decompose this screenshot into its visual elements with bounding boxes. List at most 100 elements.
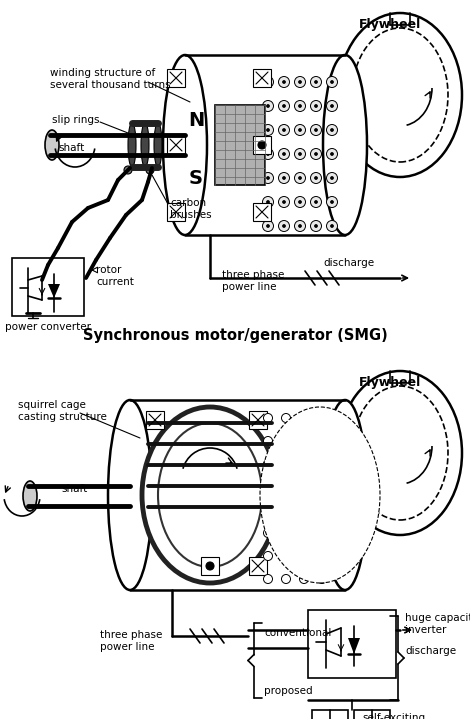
Circle shape (299, 482, 308, 492)
Circle shape (318, 413, 327, 423)
Circle shape (264, 574, 273, 584)
Circle shape (124, 166, 132, 174)
Circle shape (299, 528, 308, 538)
Text: shaft: shaft (59, 143, 85, 153)
Circle shape (311, 76, 321, 88)
Circle shape (264, 528, 273, 538)
Ellipse shape (338, 13, 462, 177)
Text: shaft: shaft (62, 484, 88, 494)
Polygon shape (48, 284, 60, 298)
Circle shape (279, 101, 290, 111)
Ellipse shape (260, 407, 380, 583)
Bar (201, 557, 219, 575)
Circle shape (318, 482, 327, 492)
Circle shape (298, 129, 301, 132)
Text: Flywheel: Flywheel (359, 376, 421, 389)
Text: rotor
current: rotor current (96, 265, 134, 287)
Circle shape (282, 459, 290, 469)
Circle shape (282, 436, 290, 446)
Circle shape (318, 574, 327, 584)
Circle shape (263, 149, 274, 160)
Text: Synchronous motor/generator (SMG): Synchronous motor/generator (SMG) (83, 328, 387, 343)
Circle shape (314, 201, 318, 203)
Circle shape (282, 528, 290, 538)
Circle shape (258, 141, 266, 149)
Circle shape (279, 149, 290, 160)
Text: winding structure of
several thousand turns: winding structure of several thousand tu… (50, 68, 171, 90)
Text: power converter: power converter (5, 322, 91, 332)
Circle shape (318, 505, 327, 515)
Polygon shape (348, 638, 360, 654)
Circle shape (266, 129, 269, 132)
Circle shape (282, 413, 290, 423)
Text: carbon
brushes: carbon brushes (170, 198, 212, 219)
Circle shape (311, 196, 321, 208)
Ellipse shape (142, 407, 278, 583)
Ellipse shape (128, 123, 136, 167)
Circle shape (327, 101, 337, 111)
Text: discharge: discharge (324, 258, 375, 268)
Circle shape (314, 129, 318, 132)
Bar (167, 136, 185, 154)
Circle shape (314, 81, 318, 83)
Circle shape (295, 196, 306, 208)
Bar (215, 105, 265, 185)
Circle shape (314, 224, 318, 227)
Text: N: N (188, 111, 204, 129)
Circle shape (279, 221, 290, 232)
Circle shape (318, 436, 327, 446)
Bar (167, 203, 185, 221)
Circle shape (299, 436, 308, 446)
Circle shape (311, 149, 321, 160)
Ellipse shape (352, 386, 448, 520)
Circle shape (314, 104, 318, 108)
Circle shape (318, 459, 327, 469)
Circle shape (298, 152, 301, 155)
Circle shape (282, 551, 290, 561)
Circle shape (263, 101, 274, 111)
Text: conventional: conventional (264, 628, 331, 638)
Bar (253, 136, 271, 154)
Circle shape (298, 201, 301, 203)
Circle shape (299, 505, 308, 515)
Circle shape (314, 176, 318, 180)
Text: self-exciting
capacitors: self-exciting capacitors (362, 713, 425, 719)
Circle shape (264, 436, 273, 446)
Ellipse shape (323, 55, 367, 235)
Circle shape (327, 196, 337, 208)
Circle shape (266, 81, 269, 83)
Circle shape (266, 104, 269, 108)
Circle shape (266, 152, 269, 155)
Circle shape (266, 224, 269, 227)
Bar (354, 710, 390, 719)
Circle shape (311, 221, 321, 232)
Circle shape (295, 221, 306, 232)
Text: Flywheel: Flywheel (359, 18, 421, 31)
Circle shape (327, 76, 337, 88)
Circle shape (266, 201, 269, 203)
Circle shape (282, 574, 290, 584)
Circle shape (282, 129, 285, 132)
Bar (12, 258, 84, 316)
Circle shape (298, 81, 301, 83)
Circle shape (279, 173, 290, 183)
Circle shape (299, 551, 308, 561)
Text: slip rings: slip rings (52, 115, 100, 125)
Circle shape (327, 149, 337, 160)
Circle shape (327, 124, 337, 135)
Circle shape (282, 482, 290, 492)
Ellipse shape (141, 123, 149, 167)
Ellipse shape (108, 400, 152, 590)
Ellipse shape (338, 371, 462, 535)
Circle shape (279, 76, 290, 88)
Circle shape (146, 166, 154, 174)
Ellipse shape (45, 130, 59, 160)
Circle shape (311, 101, 321, 111)
Circle shape (282, 152, 285, 155)
Circle shape (282, 176, 285, 180)
Text: huge capacity
inverter: huge capacity inverter (405, 613, 470, 635)
Circle shape (279, 196, 290, 208)
Circle shape (299, 574, 308, 584)
Bar (253, 69, 271, 87)
Text: S: S (189, 168, 203, 188)
